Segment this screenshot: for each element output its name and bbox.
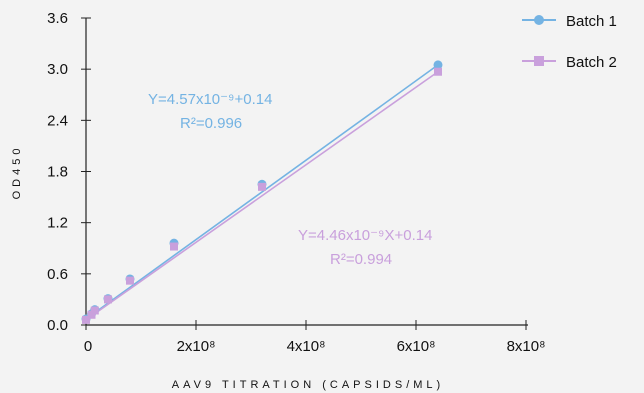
x-tick-label: 0 bbox=[84, 338, 92, 355]
x-tick-label: 4x10⁸ bbox=[287, 338, 326, 355]
axes: 0.0 0.6 1.2 1.8 2.4 3.0 3.6 0 2x10⁸ 4x10⁸ 6x10⁸ 8x1… bbox=[47, 10, 545, 355]
x-tick-label: 8x10⁸ bbox=[507, 338, 546, 355]
y-axis-title: OD450 bbox=[11, 145, 23, 200]
x-tick-label: 6x10⁸ bbox=[397, 338, 436, 355]
y-tick-label: 3.0 bbox=[47, 61, 68, 78]
legend-item-batch-2[interactable]: Batch 2 bbox=[522, 54, 617, 71]
batch2-equation: Y=4.46x10⁻⁹X+0.14 bbox=[298, 227, 432, 244]
data-point-batch-1 bbox=[433, 60, 443, 70]
legend-item-batch-1[interactable]: Batch 1 bbox=[522, 13, 617, 30]
legend-label-batch-1: Batch 1 bbox=[566, 13, 617, 30]
y-tick-label: 0.6 bbox=[47, 266, 68, 283]
data-point-batch-2 bbox=[90, 306, 99, 315]
legend: Batch 1 Batch 2 bbox=[522, 13, 617, 71]
data-point-batch-2 bbox=[434, 67, 442, 76]
batch2-r-squared: R²=0.994 bbox=[330, 251, 392, 268]
y-tick-label: 1.2 bbox=[47, 215, 68, 232]
data-point-batch-2 bbox=[87, 310, 96, 319]
fit-lines bbox=[85, 64, 439, 321]
data-point-batch-2 bbox=[258, 182, 266, 191]
legend-label-batch-2: Batch 2 bbox=[566, 54, 617, 71]
data-points bbox=[81, 60, 443, 324]
data-point-batch-2 bbox=[126, 276, 134, 285]
data-point-batch-2 bbox=[170, 242, 178, 251]
data-point-batch-2 bbox=[82, 315, 90, 324]
x-axis-title: AAV9 TITRATION (CAPSIDS/ML) bbox=[172, 379, 444, 391]
fit-line-1 bbox=[85, 64, 439, 320]
fit-line-2 bbox=[85, 71, 439, 321]
batch1-equation: Y=4.57x10⁻⁹+0.14 bbox=[148, 91, 272, 108]
x-tick-label: 2x10⁸ bbox=[177, 338, 216, 355]
y-tick-label: 2.4 bbox=[47, 112, 68, 129]
batch1-r-squared: R²=0.996 bbox=[180, 115, 242, 132]
data-point-batch-2 bbox=[104, 295, 112, 304]
y-tick-label: 1.8 bbox=[47, 164, 68, 181]
y-tick-label: 0.0 bbox=[47, 317, 68, 334]
y-tick-label: 3.6 bbox=[47, 10, 68, 27]
